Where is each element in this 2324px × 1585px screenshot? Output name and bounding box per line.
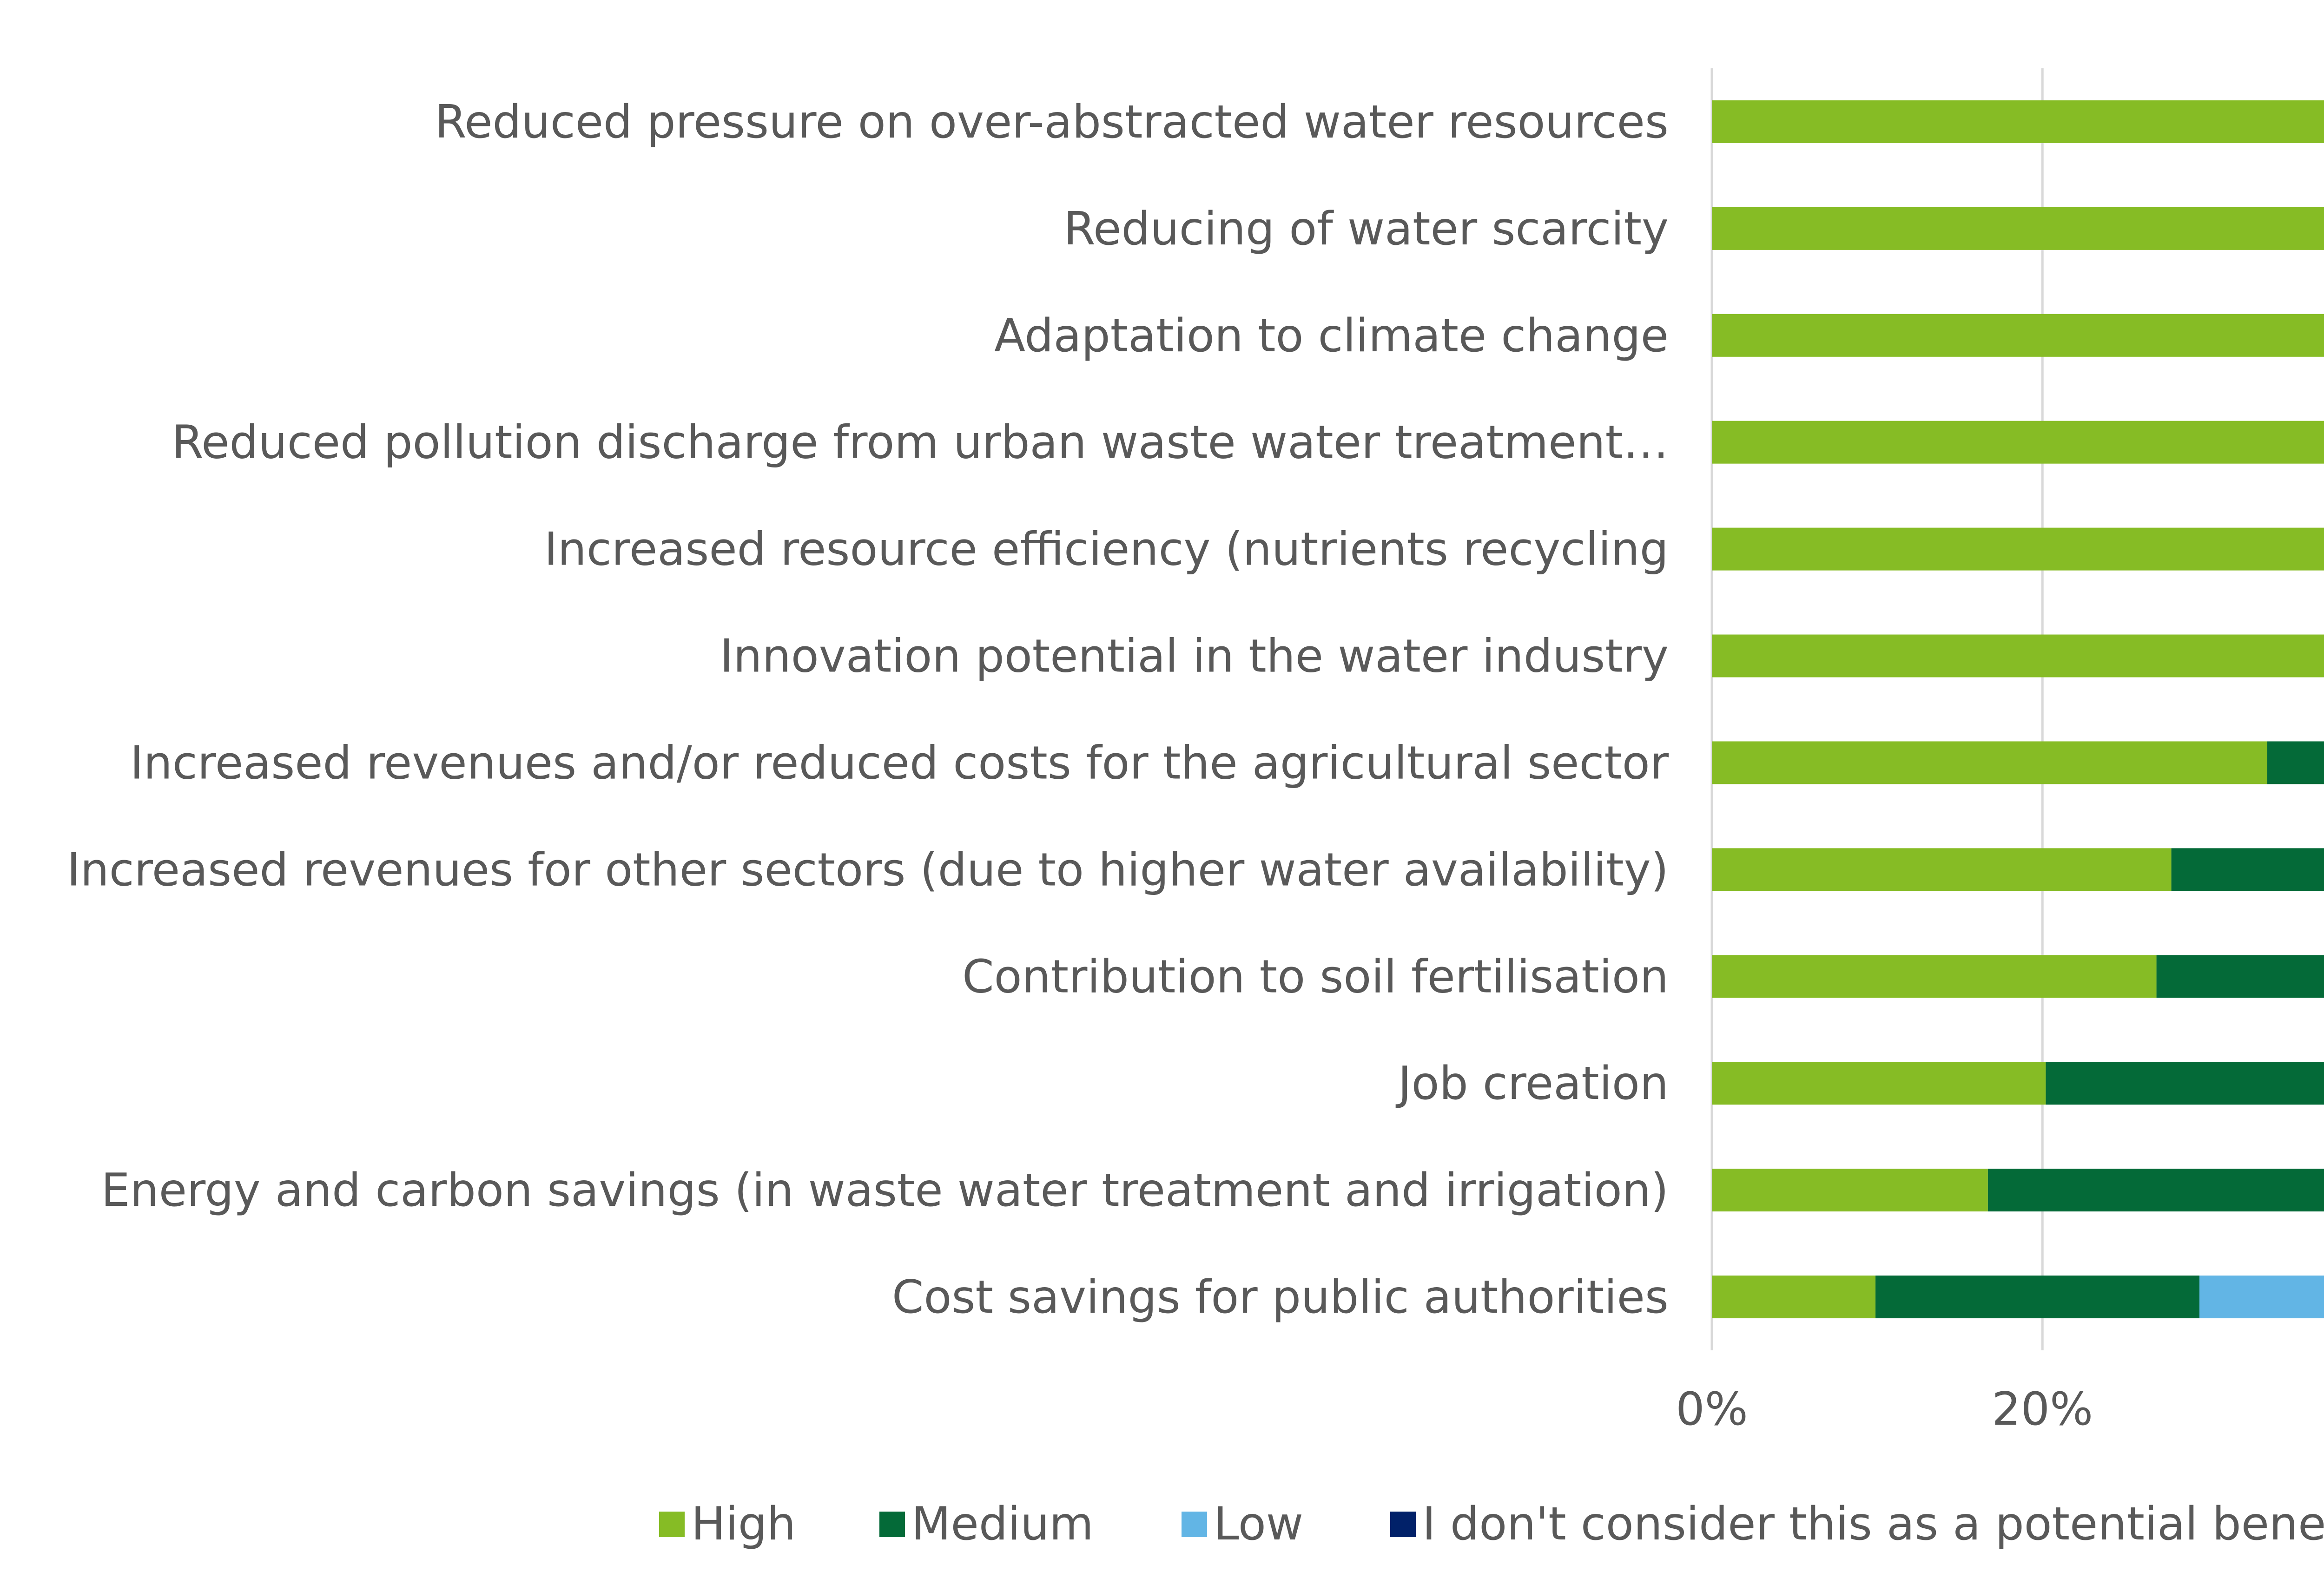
bar-segment-high xyxy=(1712,848,2172,891)
legend-item: Medium xyxy=(879,1499,1094,1550)
gridlines xyxy=(1710,68,2044,1350)
bar-segment-medium xyxy=(1987,1169,2324,1212)
x-tick-label: 40% xyxy=(2322,1383,2324,1436)
bar-segment-medium xyxy=(2171,848,2324,891)
legend-item: High xyxy=(659,1499,796,1550)
category-label: Reduced pressure on over-abstracted wate… xyxy=(435,96,1669,149)
bar-segment-medium xyxy=(1875,1276,2200,1319)
category-label: Reducing of water scarcity xyxy=(1063,203,1669,256)
bars xyxy=(1712,100,2324,1319)
bar-segment-low xyxy=(2199,1276,2324,1319)
bar-segment-high xyxy=(1712,1169,1988,1212)
category-label: Reduced pollution discharge from urban w… xyxy=(172,416,1669,469)
category-label: Adaptation to climate change xyxy=(994,309,1669,362)
category-label: Increased revenues and/or reduced costs … xyxy=(130,737,1669,789)
bar-segment-high xyxy=(1712,741,2267,784)
legend-item: I don't consider this as a potential ben… xyxy=(1390,1499,2324,1550)
bar-segment-high xyxy=(1712,314,2324,357)
bar-segment-high xyxy=(1712,1062,2046,1105)
bar-row xyxy=(1712,634,2324,677)
bar-segment-high xyxy=(1712,527,2324,571)
legend-swatch xyxy=(1390,1511,1416,1537)
x-axis-tick-labels: 0%20%40%60%80%100% xyxy=(1676,1383,2324,1436)
bar-segment-high xyxy=(1712,1276,1876,1319)
bar-segment-high xyxy=(1712,955,2157,998)
bar-row xyxy=(1712,955,2324,998)
x-tick-label: 0% xyxy=(1676,1383,1748,1436)
legend-swatch xyxy=(1182,1511,1207,1537)
category-label: Contribution to soil fertilisation xyxy=(962,950,1669,1003)
legend-item: Low xyxy=(1182,1499,1303,1550)
category-label: Increased revenues for other sectors (du… xyxy=(67,843,1669,896)
category-label: Job creation xyxy=(1395,1057,1669,1110)
x-tick-label: 20% xyxy=(1992,1383,2093,1436)
legend-label: Medium xyxy=(911,1498,1094,1551)
bar-row xyxy=(1712,100,2324,143)
bar-segment-high xyxy=(1712,421,2324,464)
bar-segment-medium xyxy=(2156,955,2324,998)
bar-row xyxy=(1712,1062,2324,1105)
legend-swatch xyxy=(879,1511,905,1537)
legend: High Medium Low I don't consider this as a … xyxy=(0,1499,2324,1550)
bar-row xyxy=(1712,527,2324,571)
bar-row xyxy=(1712,421,2324,464)
bar-segment-medium xyxy=(2046,1062,2324,1105)
category-label: Energy and carbon savings (in waste wate… xyxy=(101,1164,1669,1217)
bar-segment-medium xyxy=(2267,741,2324,784)
legend-swatch xyxy=(659,1511,685,1537)
bar-segment-high xyxy=(1712,634,2324,677)
bar-row xyxy=(1712,741,2324,784)
legend-label: High xyxy=(691,1498,796,1551)
category-label: Innovation potential in the water indust… xyxy=(720,630,1669,683)
bar-row xyxy=(1712,1276,2324,1319)
bar-segment-high xyxy=(1712,207,2324,250)
category-label: Increased resource efficiency (nutrients… xyxy=(544,523,1669,576)
bar-row xyxy=(1712,848,2324,891)
legend-label: Low xyxy=(1214,1498,1303,1551)
bar-row xyxy=(1712,1169,2324,1212)
legend-label: I don't consider this as a potential ben… xyxy=(1422,1498,2324,1551)
bar-row xyxy=(1712,314,2324,357)
bar-segment-high xyxy=(1712,100,2324,143)
bar-row xyxy=(1712,207,2324,250)
category-labels: Reduced pressure on over-abstracted wate… xyxy=(67,96,1669,1324)
category-label: Cost savings for public authorities xyxy=(892,1271,1669,1324)
